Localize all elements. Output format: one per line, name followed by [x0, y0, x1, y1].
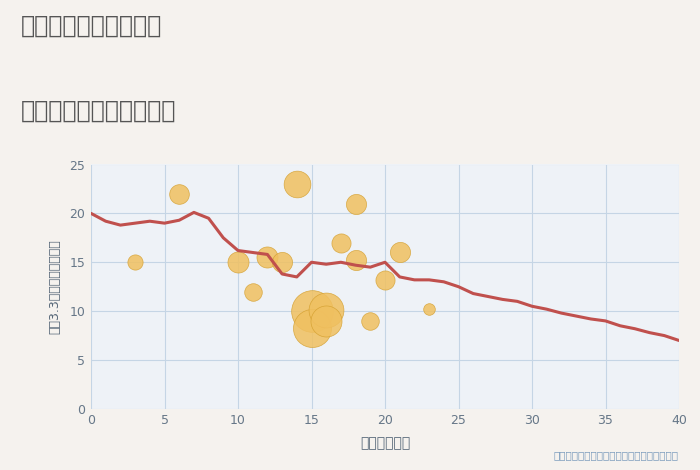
Point	[247, 288, 258, 295]
X-axis label: 築年数（年）: 築年数（年）	[360, 436, 410, 450]
Y-axis label: 坪（3.3㎡）単価（万円）: 坪（3.3㎡）単価（万円）	[48, 239, 61, 334]
Point	[130, 258, 141, 266]
Point	[350, 257, 361, 264]
Text: 築年数別中古戸建て価格: 築年数別中古戸建て価格	[21, 99, 176, 123]
Point	[424, 306, 435, 313]
Point	[262, 254, 273, 261]
Point	[306, 307, 317, 315]
Point	[321, 317, 332, 325]
Point	[174, 190, 185, 197]
Point	[379, 276, 391, 283]
Point	[321, 306, 332, 314]
Point	[394, 249, 405, 256]
Point	[365, 317, 376, 325]
Point	[232, 258, 244, 266]
Point	[306, 324, 317, 331]
Point	[350, 200, 361, 207]
Point	[276, 258, 288, 266]
Text: 三重県松阪市五主町の: 三重県松阪市五主町の	[21, 14, 162, 38]
Point	[291, 180, 302, 188]
Text: 円の大きさは、取引のあった物件面積を示す: 円の大きさは、取引のあった物件面積を示す	[554, 451, 679, 461]
Point	[335, 239, 346, 246]
